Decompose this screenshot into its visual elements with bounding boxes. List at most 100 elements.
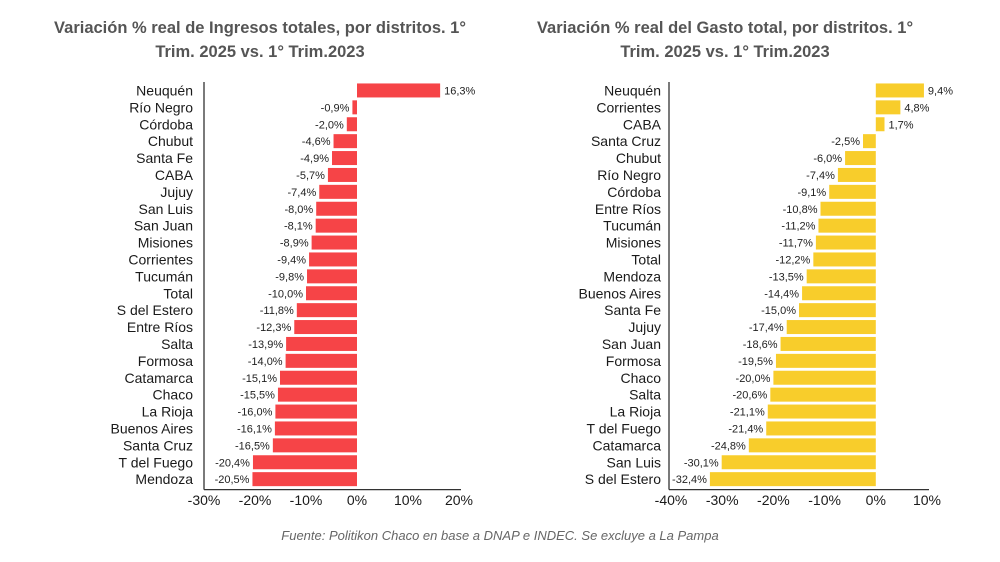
- data-label: -19,5%: [738, 356, 773, 368]
- category-label: Salta: [161, 336, 193, 352]
- bar: [775, 353, 876, 368]
- bar: [773, 370, 876, 385]
- data-label: -12,3%: [256, 322, 291, 334]
- category-label: S del Estero: [117, 302, 193, 318]
- bar: [252, 455, 357, 470]
- bar: [286, 336, 357, 351]
- category-label: Córdoba: [139, 116, 193, 132]
- data-label: -13,5%: [769, 271, 804, 283]
- bar: [815, 235, 876, 250]
- data-label: -11,8%: [260, 305, 294, 317]
- category-label: Chubut: [616, 150, 661, 166]
- data-label: 4,8%: [904, 102, 929, 114]
- bar: [875, 100, 901, 115]
- category-label: La Rioja: [142, 404, 194, 420]
- data-label: -14,4%: [764, 288, 799, 300]
- category-label: Santa Fe: [604, 302, 661, 318]
- bar: [352, 100, 357, 115]
- data-label: -6,0%: [813, 153, 842, 165]
- bar: [829, 184, 876, 199]
- data-label: -4,9%: [300, 153, 329, 165]
- bar: [315, 218, 357, 233]
- bar: [767, 404, 876, 419]
- data-label: -13,9%: [248, 339, 283, 351]
- category-label: S del Estero: [585, 471, 661, 487]
- x-tick-label: -40%: [655, 492, 688, 508]
- bar: [327, 167, 357, 182]
- category-label: Catamarca: [125, 370, 194, 386]
- category-label: Río Negro: [597, 167, 661, 183]
- bar: [818, 218, 876, 233]
- data-label: -9,4%: [277, 254, 306, 266]
- bar: [770, 387, 876, 402]
- category-label: Neuquén: [136, 82, 193, 98]
- category-label: Buenos Aires: [579, 285, 662, 301]
- bar: [802, 286, 876, 301]
- bar: [721, 455, 876, 470]
- category-label: Salta: [629, 387, 661, 403]
- data-label: -15,5%: [240, 390, 275, 402]
- bar: [316, 201, 357, 216]
- data-label: -0,9%: [321, 102, 350, 114]
- data-label: -30,1%: [684, 457, 719, 469]
- x-tick-label: 0%: [347, 492, 367, 508]
- bar: [285, 353, 357, 368]
- category-label: T del Fuego: [119, 454, 194, 470]
- category-label: Entre Ríos: [595, 201, 661, 217]
- category-label: Santa Cruz: [123, 437, 193, 453]
- category-label: San Juan: [134, 218, 193, 234]
- category-label: Catamarca: [593, 437, 662, 453]
- data-label: -5,7%: [296, 170, 325, 182]
- data-label: -15,0%: [761, 305, 796, 317]
- bar: [275, 404, 357, 419]
- bar: [252, 472, 357, 487]
- x-tick-label: 10%: [913, 492, 941, 508]
- category-label: Santa Fe: [136, 150, 193, 166]
- data-label: -14,0%: [248, 356, 283, 368]
- x-tick-label: -30%: [188, 492, 221, 508]
- bar: [806, 269, 876, 284]
- category-label: Tucumán: [603, 218, 661, 234]
- data-label: -20,0%: [736, 373, 771, 385]
- bar: [357, 83, 441, 98]
- x-tick-label: -10%: [808, 492, 841, 508]
- bar: [307, 269, 357, 284]
- data-label: 1,7%: [889, 119, 914, 131]
- data-label: -8,0%: [284, 204, 313, 216]
- x-tick-label: -20%: [757, 492, 790, 508]
- category-label: CABA: [623, 116, 662, 132]
- category-label: Formosa: [138, 353, 193, 369]
- bar: [863, 134, 876, 149]
- bar: [820, 201, 876, 216]
- category-label: Total: [631, 251, 661, 267]
- bar: [346, 117, 357, 132]
- data-label: -7,4%: [806, 170, 835, 182]
- data-label: -7,4%: [288, 187, 317, 199]
- data-label: -16,5%: [235, 440, 270, 452]
- bar: [799, 303, 876, 318]
- category-label: Córdoba: [607, 184, 661, 200]
- data-label: -24,8%: [711, 440, 746, 452]
- bar: [311, 235, 357, 250]
- category-label: Misiones: [138, 235, 193, 251]
- data-label: -16,0%: [238, 407, 273, 419]
- data-label: -9,8%: [275, 271, 304, 283]
- bar: [786, 320, 876, 335]
- category-label: Misiones: [606, 235, 661, 251]
- category-label: San Luis: [139, 201, 193, 217]
- category-label: Jujuy: [628, 319, 661, 335]
- category-label: Mendoza: [135, 471, 193, 487]
- bar: [845, 151, 876, 166]
- bar: [780, 336, 876, 351]
- data-label: -21,4%: [728, 423, 763, 435]
- bar: [296, 303, 357, 318]
- category-label: Jujuy: [160, 184, 193, 200]
- category-label: San Juan: [602, 336, 661, 352]
- data-label: -20,6%: [732, 390, 767, 402]
- category-label: San Luis: [607, 454, 661, 470]
- bar: [333, 134, 357, 149]
- data-label: -8,1%: [284, 221, 313, 233]
- category-label: Total: [163, 285, 193, 301]
